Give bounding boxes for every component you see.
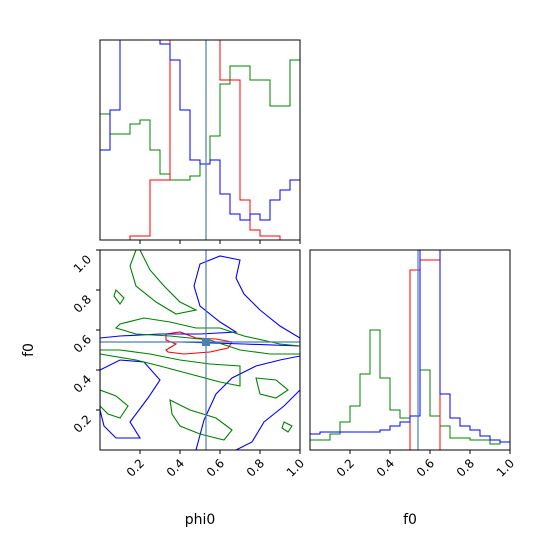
f0-hist-frame (309, 249, 511, 451)
x-axis-label-f0: f0 (403, 512, 417, 528)
contour-green-8 (100, 389, 129, 419)
y-axis-label-f0: f0 (21, 343, 37, 357)
phi0-x-tick-label: 0.6 (204, 456, 227, 479)
phi0-hist-red-series (100, 40, 300, 240)
contour-frame (99, 249, 301, 451)
contour-green-9 (255, 377, 289, 399)
f0-histogram-panel: 0.2 0.4 0.6 0.8 1.0 (309, 249, 517, 480)
contour-green-4 (114, 317, 300, 355)
f0-y-tick-label: 1.0 (71, 252, 94, 275)
f0-y-tick-label: 0.8 (71, 292, 94, 315)
f0-x-tick-label: 0.4 (374, 456, 397, 479)
phi0-x-tick-label: 0.4 (164, 456, 187, 479)
contour-green-10 (113, 288, 125, 305)
phi0-x-tick-label: 1.0 (284, 456, 307, 479)
phi0-f0-contour-panel: 0.2 0.4 0.6 0.8 1.0 0.2 0.4 0.6 0.8 1.0 (71, 249, 307, 480)
contour-green-11 (281, 421, 293, 433)
f0-y-tick-label: 0.4 (71, 372, 94, 395)
phi0-x-tick-label: 0.2 (124, 456, 147, 479)
contour-green-6 (129, 250, 198, 315)
f0-hist-red-series (310, 259, 510, 450)
contour-green-7 (169, 399, 233, 441)
phi0-histogram-panel (99, 39, 301, 244)
phi0-hist-blue-series (100, 40, 300, 240)
x-axis-label-phi0: phi0 (185, 512, 216, 528)
f0-x-tick-label: 0.8 (454, 456, 477, 479)
contour-blue-2 (100, 359, 161, 439)
contour-green-5 (100, 349, 241, 387)
f0-x-tick-label: 0.6 (414, 456, 437, 479)
phi0-hist-frame (99, 39, 301, 241)
f0-y-tick-label: 0.6 (71, 332, 94, 355)
f0-y-tick-label: 0.2 (71, 412, 94, 435)
contour-blue-1 (100, 255, 300, 347)
f0-x-tick-label: 0.2 (334, 456, 357, 479)
phi0-hist-green-series (100, 59, 300, 240)
phi0-x-tick-label: 0.8 (244, 456, 267, 479)
f0-hist-blue-series (310, 250, 510, 450)
contour-red-0 (165, 331, 233, 355)
contour-blue-3 (195, 355, 300, 450)
truth-marker (202, 338, 210, 346)
f0-x-tick-label: 1.0 (494, 456, 517, 479)
